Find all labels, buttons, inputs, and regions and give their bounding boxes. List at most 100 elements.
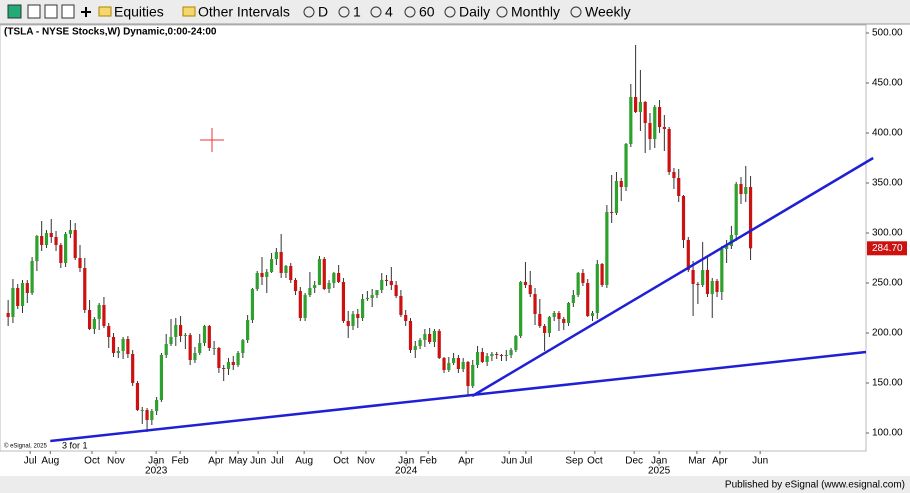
candle-body: [571, 295, 575, 303]
candle-body: [145, 410, 149, 420]
candle-body: [279, 252, 283, 273]
candle-body: [198, 343, 202, 353]
candle-body: [202, 326, 207, 343]
candle-body: [480, 352, 484, 362]
toolbar-item[interactable]: 60: [419, 4, 435, 20]
candle-body: [260, 273, 264, 277]
candle-body: [423, 334, 427, 340]
y-tick-label: 250.00: [872, 278, 903, 289]
radio-icon[interactable]: [496, 6, 508, 18]
icon[interactable]: [44, 4, 58, 19]
toolbar-item[interactable]: Weekly: [585, 4, 631, 20]
candle-body: [681, 196, 686, 240]
candle-body: [269, 259, 274, 272]
x-tick-label: Aug: [295, 456, 313, 467]
folder-icon[interactable]: [182, 6, 196, 17]
candle-body: [648, 123, 652, 139]
candle-body: [442, 358, 446, 370]
candle-body: [447, 363, 451, 370]
candle-body: [739, 184, 743, 194]
radio-icon[interactable]: [444, 6, 456, 18]
icon[interactable]: [7, 4, 22, 19]
candle-body: [456, 358, 460, 369]
toolbar-item[interactable]: Monthly: [511, 4, 560, 20]
candle-body: [672, 172, 676, 178]
candle-body: [16, 288, 20, 306]
icon[interactable]: [27, 4, 41, 19]
toolbar-item[interactable]: Equities: [114, 4, 164, 20]
candle-body: [59, 245, 63, 263]
toolbar-item[interactable]: Daily: [459, 4, 490, 20]
radio-icon[interactable]: [404, 6, 416, 18]
candle-body: [169, 337, 173, 344]
candle-body: [667, 129, 671, 172]
radio-icon[interactable]: [570, 6, 582, 18]
icon[interactable]: [61, 4, 75, 19]
candle-body: [126, 339, 130, 354]
x-tick-label: Nov: [107, 456, 125, 467]
toolbar-item[interactable]: 4: [385, 4, 393, 20]
candle-body: [605, 212, 609, 285]
candle-body: [504, 355, 508, 356]
candle-body: [509, 350, 513, 355]
candle-body: [384, 280, 389, 281]
trendline: [471, 156, 874, 398]
candle-body: [590, 313, 595, 316]
candle-body: [748, 187, 753, 249]
candle-body: [365, 298, 369, 299]
toolbar-item[interactable]: D: [318, 4, 328, 20]
candle-body: [485, 356, 489, 362]
x-tick-label: Jun: [250, 456, 266, 467]
candle-body: [54, 237, 58, 245]
candle-body: [164, 344, 168, 355]
candle-body: [159, 355, 164, 400]
toolbar-icons[interactable]: [7, 4, 196, 19]
candle-body: [471, 365, 475, 386]
candle-body: [566, 303, 571, 323]
candle-body: [375, 290, 379, 295]
candle-body: [207, 326, 211, 348]
x-tick-label: Jun: [501, 456, 517, 467]
candle-body: [241, 340, 245, 353]
candle-body: [341, 282, 346, 321]
radio-icon[interactable]: [338, 6, 350, 18]
year-label: 2023: [145, 466, 168, 477]
y-tick-label: 500.00: [872, 28, 903, 39]
radio-icon[interactable]: [303, 6, 315, 18]
radio-icon[interactable]: [370, 6, 382, 18]
candle-body: [298, 291, 302, 318]
candle-body: [519, 282, 523, 336]
candle-body: [226, 362, 231, 369]
candle-body: [131, 354, 135, 383]
candle-body: [499, 355, 504, 356]
year-label: 2024: [395, 466, 418, 477]
candle-body: [705, 270, 710, 294]
candle-body: [720, 249, 724, 292]
candle-body: [701, 270, 705, 285]
chart-title: (TSLA - NYSE Stocks,W) Dynamic,0:00-24:0…: [4, 27, 217, 38]
candle-body: [289, 266, 293, 280]
x-tick-label: Mar: [688, 456, 706, 467]
candle-body: [174, 325, 178, 337]
y-tick-label: 150.00: [872, 378, 903, 389]
footer-bg: [0, 476, 910, 493]
candle-body: [356, 314, 360, 318]
toolbar-item[interactable]: Other Intervals: [198, 4, 290, 20]
icon[interactable]: [81, 7, 91, 17]
folder-icon[interactable]: [98, 6, 112, 17]
x-tick-label: Jun: [752, 456, 768, 467]
copyright: © eSignal, 2025: [4, 443, 47, 450]
candle-body: [308, 288, 312, 295]
toolbar-item[interactable]: 1: [353, 4, 361, 20]
candle-body: [135, 383, 140, 410]
candle-body: [87, 310, 92, 329]
candle-body: [734, 184, 738, 235]
last-price-label: 284.70: [872, 243, 903, 254]
x-tick-label: Jul: [271, 456, 284, 467]
x-tick-label: Apr: [458, 456, 474, 467]
candle-body: [346, 321, 350, 326]
candle-body: [715, 281, 719, 292]
candle-body: [380, 280, 384, 290]
candle-body: [107, 326, 111, 337]
candle-body: [451, 358, 456, 363]
